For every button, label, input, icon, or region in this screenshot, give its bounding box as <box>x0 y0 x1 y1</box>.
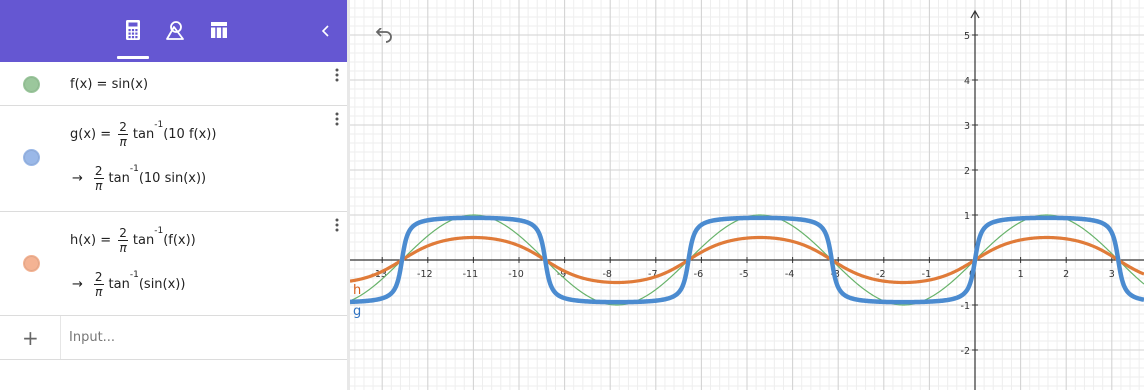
y-tick-label: 1 <box>964 211 970 222</box>
curve-g[interactable] <box>350 215 1144 305</box>
fraction-denominator: π <box>119 241 127 255</box>
definition-prefix: g(x) = <box>70 127 112 142</box>
y-tick-label: 4 <box>964 76 970 87</box>
axes <box>350 9 1144 390</box>
plus-icon[interactable]: + <box>22 326 39 350</box>
definition-f[interactable]: f(x) = sin(x) <box>70 77 149 92</box>
function-name: tan <box>132 233 155 248</box>
geometry-tools-icon[interactable] <box>163 18 187 42</box>
x-tick-label: 3 <box>1109 269 1115 280</box>
y-tick-label: 3 <box>964 121 970 132</box>
fraction-denominator: π <box>119 135 127 149</box>
x-tick-label: 1 <box>1018 269 1024 280</box>
view-toolbar <box>0 0 348 62</box>
curve-labels: hg <box>353 283 361 319</box>
algebra-input-field[interactable] <box>60 316 348 359</box>
x-tick-label: -1 <box>922 269 931 280</box>
function-name: tan <box>108 277 130 292</box>
algebra-panel: f(x) = sin(x) g(x) = 2 π tan-1(10 f(x)) → 2… <box>0 0 348 390</box>
output-arrow-icon: → <box>72 277 83 292</box>
curve-h[interactable] <box>350 235 1144 285</box>
more-options-icon[interactable] <box>332 111 342 129</box>
function-name: tan <box>108 171 130 186</box>
x-tick-label: -7 <box>648 269 657 280</box>
y-tick-label: -2 <box>961 346 970 357</box>
fraction-numerator: 2 <box>118 226 128 241</box>
curve-label-g: g <box>353 304 361 319</box>
x-tick-label: -8 <box>602 269 611 280</box>
undo-icon[interactable] <box>372 27 394 46</box>
algebra-input-row: + <box>0 316 348 360</box>
calculator-icon[interactable] <box>121 18 145 42</box>
table-icon[interactable] <box>207 18 231 42</box>
collapse-panel-chevron-icon[interactable] <box>316 21 336 41</box>
value-g: → 2 π tan-1(10 sin(x)) <box>72 164 206 193</box>
superscript: -1 <box>154 226 164 236</box>
definition-g[interactable]: g(x) = 2 π tan-1(10 f(x)) <box>70 120 216 149</box>
function-argument: (sin(x)) <box>138 277 186 292</box>
fraction-denominator: π <box>95 285 103 299</box>
function-name: tan <box>132 127 155 142</box>
fraction-denominator: π <box>95 179 103 193</box>
function-argument: (10 sin(x)) <box>138 171 207 186</box>
function-argument: (f(x)) <box>163 233 196 248</box>
x-tick-label: -5 <box>739 269 748 280</box>
x-tick-label: -12 <box>417 269 433 280</box>
y-tick-label: 2 <box>964 166 970 177</box>
superscript: -1 <box>129 270 139 280</box>
algebra-item-g[interactable]: g(x) = 2 π tan-1(10 f(x)) → 2 π tan-1(10 sin(… <box>0 106 348 212</box>
definition-h[interactable]: h(x) = 2 π tan-1(f(x)) <box>70 226 196 255</box>
x-tick-label: -9 <box>557 269 566 280</box>
x-tick-label: -4 <box>785 269 794 280</box>
graphics-view[interactable]: -13 -12 -11 -10 -9 -8 -7 -6 -5 -4 -3 -2 -1 0 1 2 3 5 4 3 2 1-… <box>350 0 1144 390</box>
fraction-numerator: 2 <box>93 164 104 179</box>
panel-divider[interactable] <box>347 0 350 390</box>
algebra-item-h[interactable]: h(x) = 2 π tan-1(f(x)) → 2 π tan-1(sin(x)) <box>0 212 348 316</box>
more-options-icon[interactable] <box>332 217 342 235</box>
active-tab-indicator <box>117 56 149 59</box>
curve-label-h: h <box>353 283 361 298</box>
x-tick-label: 2 <box>1063 269 1069 280</box>
x-tick-label: -11 <box>463 269 479 280</box>
value-h: → 2 π tan-1(sin(x)) <box>72 270 185 299</box>
definition-prefix: h(x) = <box>70 233 112 248</box>
fraction-numerator: 2 <box>118 120 128 135</box>
output-arrow-icon: → <box>72 171 83 186</box>
x-tick-label: -10 <box>508 269 524 280</box>
x-tick-label: -2 <box>876 269 885 280</box>
y-axis-arrow-icon <box>970 9 980 19</box>
fraction-numerator: 2 <box>93 270 104 285</box>
superscript: -1 <box>129 164 139 174</box>
function-argument: (10 f(x)) <box>163 127 217 142</box>
function-curves <box>350 214 1144 306</box>
more-options-icon[interactable] <box>332 67 342 85</box>
algebra-item-f[interactable]: f(x) = sin(x) <box>0 62 348 106</box>
y-tick-label: 5 <box>964 31 970 42</box>
visibility-toggle-h[interactable] <box>23 255 40 272</box>
superscript: -1 <box>154 120 164 130</box>
graph-canvas[interactable]: -13 -12 -11 -10 -9 -8 -7 -6 -5 -4 -3 -2 -1 0 1 2 354321-… <box>350 0 1144 390</box>
visibility-toggle-g[interactable] <box>23 149 40 166</box>
x-tick-label: -6 <box>694 269 703 280</box>
y-tick-label: -1 <box>961 301 970 312</box>
visibility-toggle-f[interactable] <box>23 76 40 93</box>
